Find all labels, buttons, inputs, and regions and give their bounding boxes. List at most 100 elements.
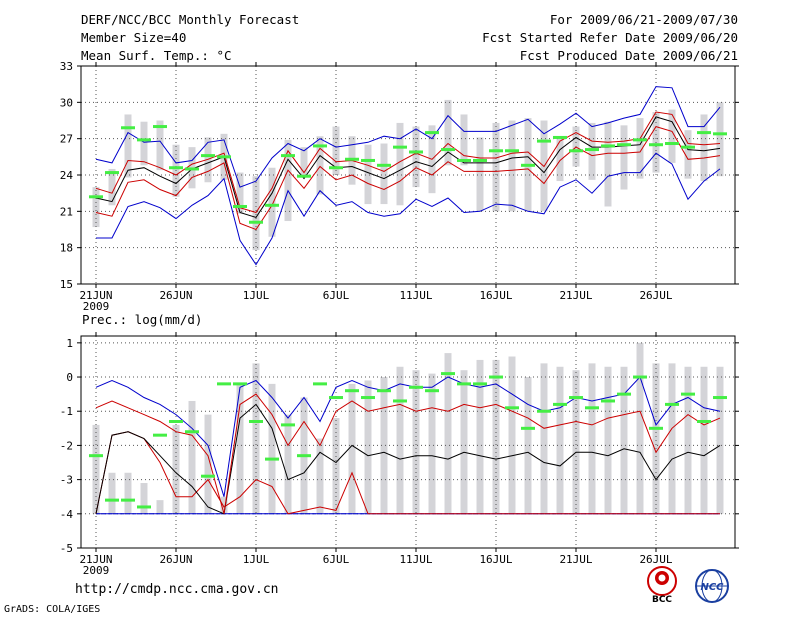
obs-marker	[553, 402, 567, 406]
obs-marker	[297, 454, 311, 458]
bcc-logo-mark	[658, 574, 666, 582]
x-tick-label: 21JUL	[559, 553, 592, 566]
obs-marker	[713, 396, 727, 400]
ensemble-bar	[236, 383, 244, 514]
variable-label: Mean Surf. Temp.: °C	[81, 48, 232, 63]
x-tick-label: 6JUL	[323, 553, 350, 566]
obs-marker	[441, 148, 455, 152]
series-q25	[95, 431, 720, 515]
series-median	[95, 403, 721, 515]
x-tick-label: 26JUL	[639, 553, 672, 566]
obs-marker	[185, 430, 199, 434]
bcc-logo: BCC	[647, 566, 677, 605]
obs-marker	[105, 171, 119, 175]
y-tick-label: 30	[60, 96, 73, 109]
ensemble-bar	[460, 114, 468, 166]
precip-panel-title: Prec.: log(mm/d)	[82, 312, 202, 327]
x-year-label: 2009	[83, 300, 110, 313]
ensemble-bar	[668, 109, 676, 163]
ensemble-bar	[284, 414, 292, 514]
obs-marker	[585, 406, 599, 410]
y-tick-label: 18	[60, 242, 73, 255]
y-tick-label: 21	[60, 205, 73, 218]
ensemble-bar	[412, 126, 420, 188]
obs-marker	[665, 402, 679, 406]
ensemble-bar	[92, 424, 100, 514]
obs-marker	[313, 144, 327, 148]
obs-marker	[121, 498, 135, 502]
obs-marker	[521, 163, 535, 167]
obs-marker	[457, 158, 471, 162]
ensemble-bar	[524, 377, 532, 514]
obs-marker	[409, 150, 423, 154]
series-q75	[95, 393, 721, 514]
obs-marker	[217, 155, 231, 159]
obs-marker	[217, 382, 231, 386]
obs-marker	[329, 396, 343, 400]
obs-marker	[537, 409, 551, 413]
x-tick-label: 21JUN	[79, 289, 112, 302]
ensemble-bar	[108, 168, 116, 206]
obs-marker	[489, 149, 503, 153]
ensemble-bar	[636, 118, 644, 179]
obs-marker	[377, 389, 391, 393]
ensemble-bar	[604, 121, 612, 207]
obs-marker	[185, 167, 199, 171]
footer-url[interactable]: http://cmdp.ncc.cma.gov.cn	[75, 582, 279, 597]
obs-marker	[265, 203, 279, 207]
ensemble-bar	[252, 363, 260, 514]
ensemble-bar	[636, 342, 644, 514]
ensemble-bar	[460, 370, 468, 514]
x-tick-label: 26JUL	[639, 289, 672, 302]
ensemble-bar	[572, 370, 580, 514]
ensemble-bar	[204, 137, 212, 183]
obs-marker	[393, 145, 407, 149]
ncc-logo-text: NCC	[700, 582, 724, 593]
ensemble-bar	[540, 363, 548, 514]
ensemble-bar	[588, 122, 596, 180]
ensemble-bar	[508, 356, 516, 514]
ensemble-bar	[668, 363, 676, 514]
obs-marker	[233, 204, 247, 208]
ensemble-bar	[396, 122, 404, 206]
obs-marker	[201, 474, 215, 478]
ensemble-bar	[188, 400, 196, 514]
obs-marker	[713, 132, 727, 136]
ensemble-bar	[236, 172, 244, 214]
ensemble-bar	[620, 125, 628, 190]
obs-marker	[473, 382, 487, 386]
ensemble-bar	[92, 187, 100, 228]
x-tick-label: 16JUL	[479, 553, 512, 566]
ensemble-bar	[716, 366, 724, 514]
ensemble-bar	[268, 383, 276, 514]
y-tick-label: 27	[60, 133, 73, 146]
ensemble-bar	[140, 483, 148, 514]
x-tick-label: 11JUL	[399, 289, 432, 302]
ensemble-bar	[268, 167, 276, 237]
ensemble-bar	[476, 359, 484, 514]
ensemble-bar	[380, 377, 388, 514]
series-median	[95, 116, 721, 218]
y-tick-label: 33	[60, 60, 73, 73]
obs-marker	[393, 399, 407, 403]
obs-marker	[361, 396, 375, 400]
ensemble-bar	[412, 370, 420, 514]
ensemble-bar	[284, 139, 292, 222]
bcc-logo-text: BCC	[652, 595, 672, 605]
obs-marker	[505, 406, 519, 410]
obs-marker	[169, 166, 183, 170]
obs-marker	[633, 138, 647, 142]
ensemble-bar	[444, 353, 452, 514]
ncc-logo: NCC	[695, 569, 729, 603]
x-tick-label: 11JUL	[399, 553, 432, 566]
series-max	[96, 152, 721, 266]
ensemble-bar	[700, 114, 708, 182]
ensemble-bar	[156, 500, 164, 514]
obs-marker	[265, 457, 279, 461]
x-tick-label: 26JUN	[159, 289, 192, 302]
obs-marker	[425, 389, 439, 393]
obs-marker	[281, 154, 295, 158]
obs-marker	[249, 220, 263, 224]
plot-frame	[80, 335, 736, 549]
